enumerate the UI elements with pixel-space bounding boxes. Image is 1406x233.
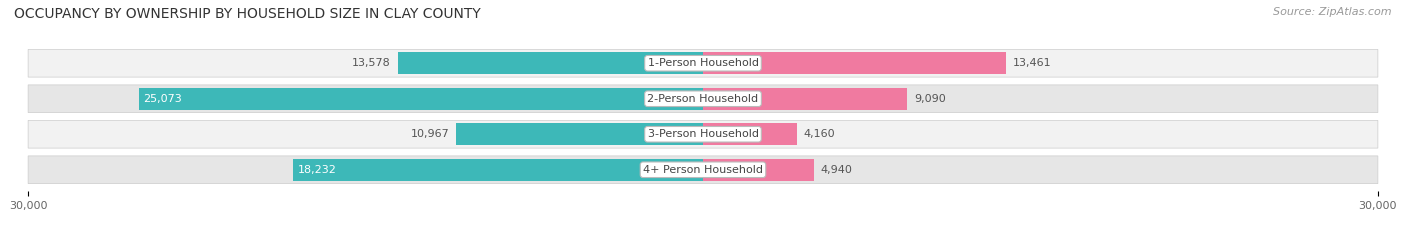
FancyBboxPatch shape bbox=[28, 156, 1378, 184]
Text: OCCUPANCY BY OWNERSHIP BY HOUSEHOLD SIZE IN CLAY COUNTY: OCCUPANCY BY OWNERSHIP BY HOUSEHOLD SIZE… bbox=[14, 7, 481, 21]
FancyBboxPatch shape bbox=[28, 85, 1378, 113]
Bar bbox=[703, 159, 814, 181]
Text: 9,090: 9,090 bbox=[914, 94, 946, 104]
Bar bbox=[703, 88, 907, 110]
Bar bbox=[398, 52, 703, 74]
Bar bbox=[457, 123, 703, 145]
Text: 3-Person Household: 3-Person Household bbox=[648, 129, 758, 139]
FancyBboxPatch shape bbox=[28, 49, 1378, 77]
Bar bbox=[703, 123, 797, 145]
Text: 18,232: 18,232 bbox=[297, 165, 336, 175]
Text: 4,160: 4,160 bbox=[803, 129, 835, 139]
Text: 1-Person Household: 1-Person Household bbox=[648, 58, 758, 68]
Text: 4,940: 4,940 bbox=[821, 165, 853, 175]
FancyBboxPatch shape bbox=[28, 120, 1378, 148]
Text: 2-Person Household: 2-Person Household bbox=[647, 94, 759, 104]
Bar bbox=[292, 159, 703, 181]
Bar bbox=[703, 52, 1005, 74]
Text: 10,967: 10,967 bbox=[411, 129, 450, 139]
Text: 25,073: 25,073 bbox=[143, 94, 183, 104]
Text: 13,578: 13,578 bbox=[352, 58, 391, 68]
Text: 4+ Person Household: 4+ Person Household bbox=[643, 165, 763, 175]
Bar bbox=[139, 88, 703, 110]
Text: Source: ZipAtlas.com: Source: ZipAtlas.com bbox=[1274, 7, 1392, 17]
Text: 13,461: 13,461 bbox=[1012, 58, 1052, 68]
